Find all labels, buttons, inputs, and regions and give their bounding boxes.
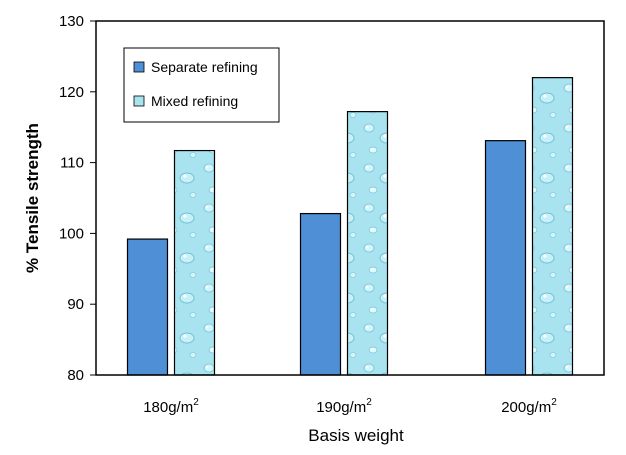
x-axis-title: Basis weight <box>308 426 404 445</box>
legend-swatch-separate-refining <box>133 61 145 73</box>
x-tick-label: 190g/m2 <box>316 397 372 416</box>
x-tick-label: 200g/m2 <box>501 397 557 416</box>
y-tick-label: 100 <box>59 225 84 242</box>
y-tick-label: 90 <box>67 296 84 313</box>
bar-mixed-refining-1 <box>173 149 216 376</box>
bar-separate-refining-2 <box>299 212 342 376</box>
legend: Separate refining Mixed refining <box>123 47 280 123</box>
legend-label-separate-refining: Separate refining <box>151 59 258 75</box>
y-tick-label: 110 <box>60 155 84 172</box>
bars <box>126 77 574 376</box>
bar-mixed-refining-2 <box>346 111 389 376</box>
x-axis-labels: 180g/m2 190g/m2 200g/m2 <box>143 397 557 416</box>
bar-separate-refining-3 <box>484 140 527 376</box>
legend-label-mixed-refining: Mixed refining <box>151 93 238 109</box>
y-tick-label: 130 <box>59 13 84 30</box>
y-tick-label: 120 <box>59 84 84 101</box>
x-tick-label: 180g/m2 <box>143 397 199 416</box>
legend-swatch-mixed-refining <box>133 95 145 107</box>
plot-area-frame <box>95 20 605 376</box>
bar-mixed-refining-3 <box>531 77 574 376</box>
legend-box <box>123 47 280 123</box>
y-axis-ticks: 80 90 100 110 120 130 <box>59 13 96 384</box>
y-tick-label: 80 <box>67 367 84 384</box>
y-axis-title: % Tensile strength <box>23 123 42 273</box>
bar-separate-refining-1 <box>126 238 169 376</box>
